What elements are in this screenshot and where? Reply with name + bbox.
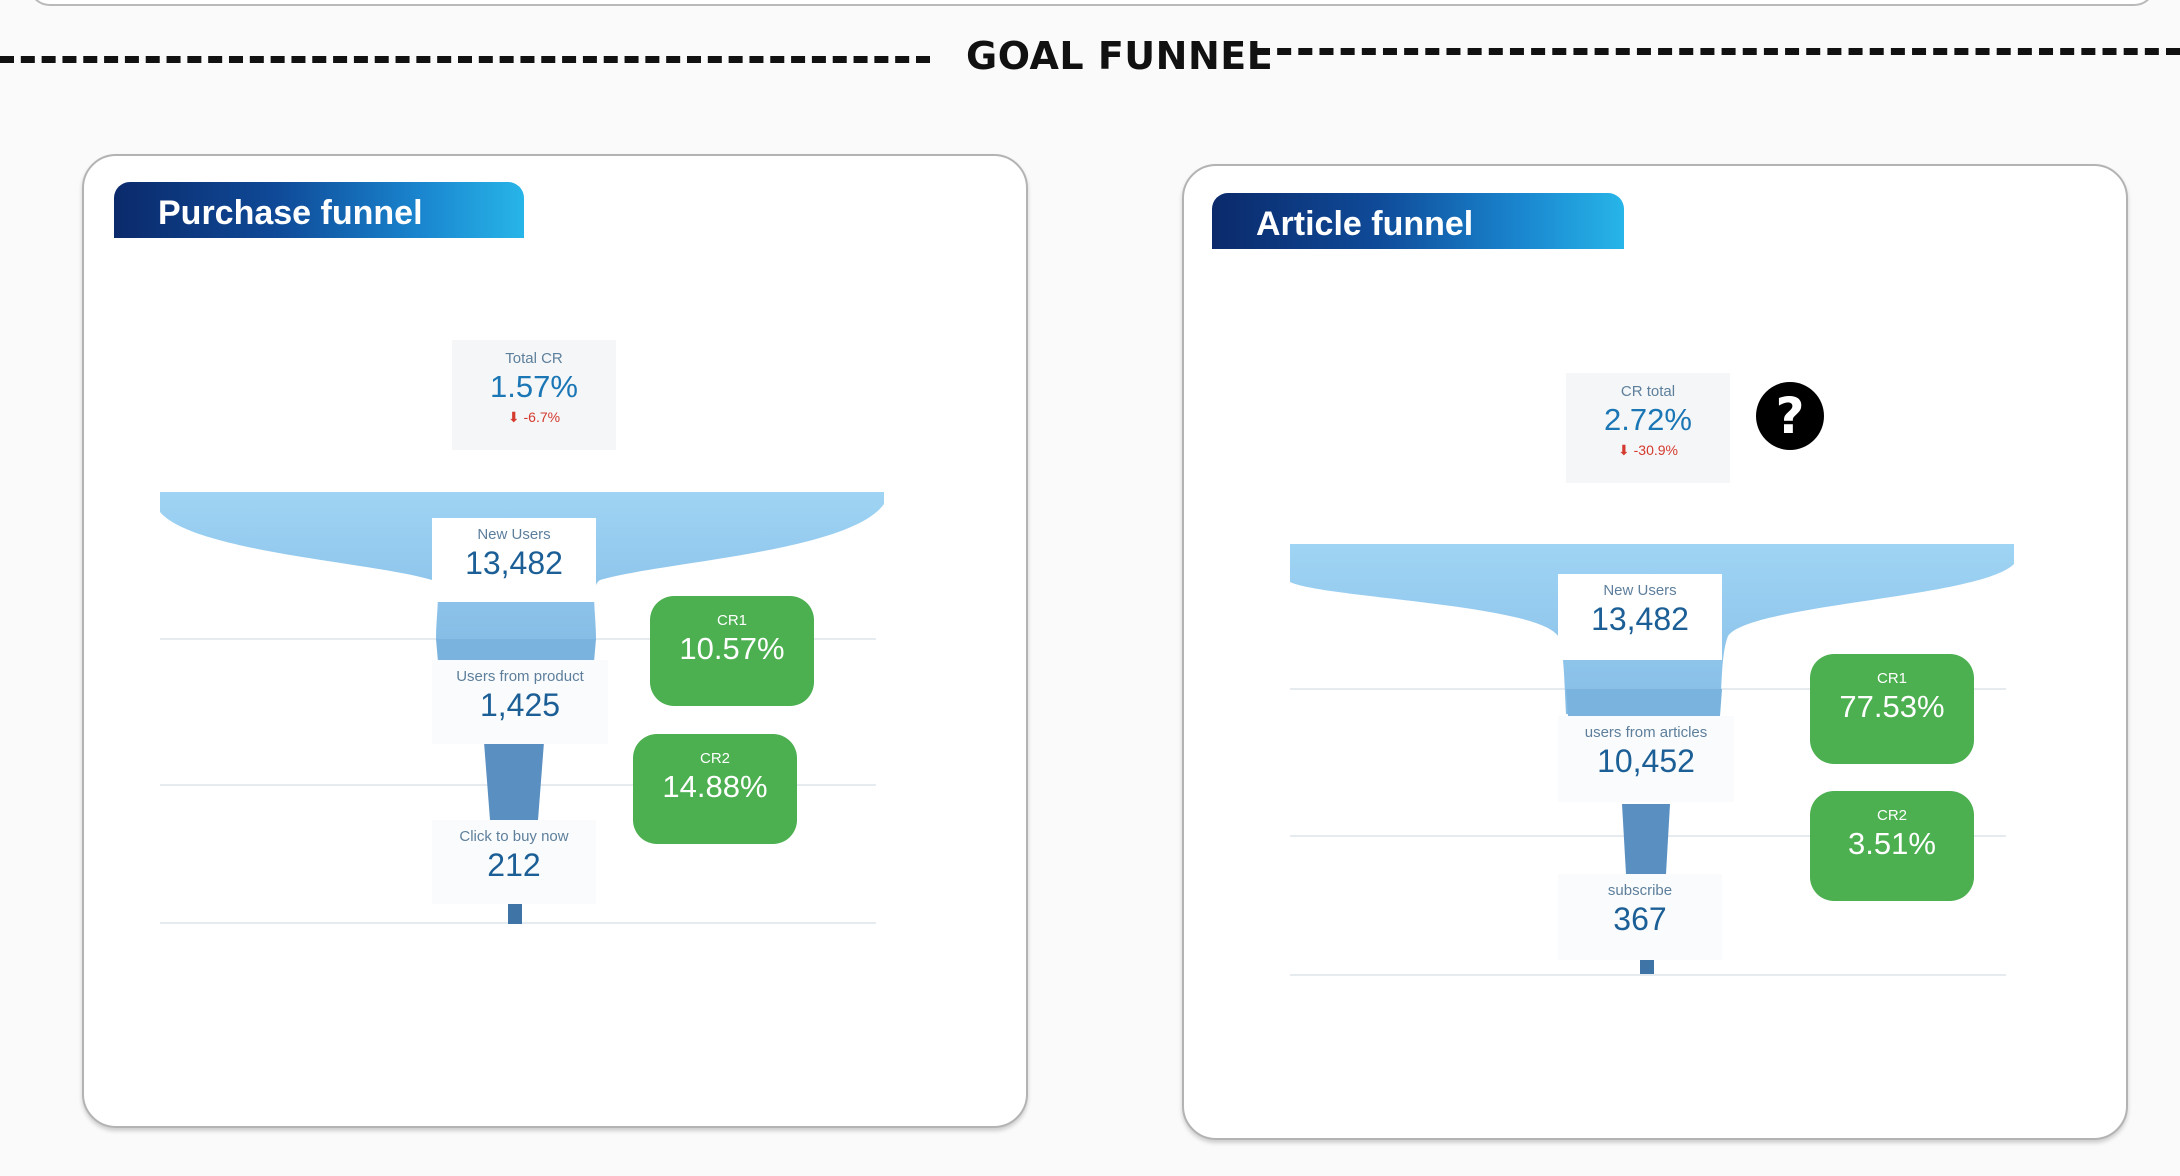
cr-value: 3.51%: [1848, 826, 1936, 861]
purchase-funnel-title-text: Purchase funnel: [158, 194, 423, 232]
question-mark-icon[interactable]: ?: [1756, 382, 1824, 450]
arrow-down-icon: ⬇: [507, 409, 520, 425]
purchase-funnel-title: Purchase funnel: [114, 182, 524, 238]
article-cr1-badge: CR1 77.53%: [1810, 654, 1974, 764]
total-cr-delta: ⬇ -6.7%: [452, 409, 616, 426]
article-total-cr: CR total 2.72% ⬇ -30.9%: [1566, 373, 1730, 483]
total-cr-value: 1.57%: [490, 369, 578, 404]
purchase-cr1-badge: CR1 10.57%: [650, 596, 814, 706]
cr-value: 10.57%: [679, 631, 785, 666]
article-funnel-title: Article funnel: [1212, 193, 1624, 249]
total-cr-delta: ⬇ -30.9%: [1566, 442, 1730, 459]
stage-value: 13,482: [1591, 601, 1689, 637]
stage-value: 10,452: [1597, 743, 1695, 779]
arrow-down-icon: ⬇: [1618, 442, 1630, 458]
funnel-stage-click-to-buy: [508, 902, 522, 924]
cr-name: CR2: [699, 750, 730, 767]
funnel-neck: [1566, 689, 1722, 716]
purchase-stage-users-from-product: Users from product 1,425: [432, 660, 608, 744]
cr-name: CR2: [1876, 807, 1907, 824]
cr-name: CR1: [1876, 670, 1907, 687]
funnel-stage-users-from-articles: [1622, 804, 1670, 874]
stage-value: 13,482: [465, 545, 563, 581]
previous-card-edge: [28, 0, 2156, 6]
dashed-divider-left: [0, 56, 930, 63]
total-cr-label: CR total: [1620, 383, 1676, 400]
total-cr-delta-value: -30.9%: [1633, 442, 1678, 458]
total-cr-label: Total CR: [505, 350, 563, 367]
total-cr-delta-value: -6.7%: [523, 409, 561, 425]
purchase-total-cr: Total CR 1.57% ⬇ -6.7%: [452, 340, 616, 450]
stage-name: New Users: [477, 526, 551, 543]
purchase-cr2-badge: CR2 14.88%: [633, 734, 797, 844]
stage-name: New Users: [1603, 582, 1677, 599]
article-cr2-badge: CR2 3.51%: [1810, 791, 1974, 901]
stage-name: Click to buy now: [459, 828, 569, 845]
purchase-stage-click-to-buy: Click to buy now 212: [432, 820, 596, 904]
funnel-stage-users-from-product: [484, 742, 544, 820]
stage-value: 1,425: [479, 687, 561, 723]
purchase-stage-new-users: New Users 13,482: [432, 518, 596, 602]
dashed-divider-right: [1256, 48, 2180, 55]
stage-name: Users from product: [456, 668, 584, 685]
cr-name: CR1: [716, 612, 747, 629]
stage-name: subscribe: [1607, 882, 1673, 899]
section-title: GOAL FUNNEL: [966, 34, 1272, 78]
article-stage-new-users: New Users 13,482: [1558, 574, 1722, 660]
funnel-neck: [436, 639, 596, 662]
article-stage-subscribe: subscribe 367: [1558, 874, 1722, 960]
stage-name: users from articles: [1584, 724, 1708, 741]
cr-value: 77.53%: [1839, 689, 1945, 724]
article-stage-users-from-articles: users from articles 10,452: [1558, 716, 1734, 802]
stage-value: 212: [487, 847, 541, 883]
stage-value: 367: [1613, 901, 1667, 937]
article-funnel-title-text: Article funnel: [1256, 205, 1474, 243]
cr-value: 14.88%: [662, 769, 768, 804]
section-header: GOAL FUNNEL: [0, 28, 2180, 88]
total-cr-value: 2.72%: [1604, 402, 1692, 437]
